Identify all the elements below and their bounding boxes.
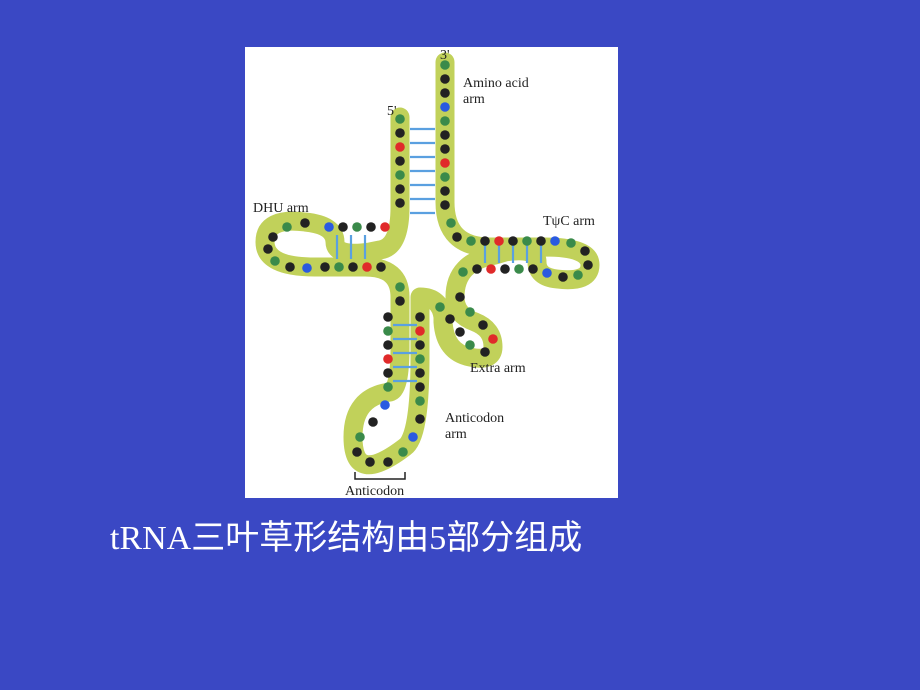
label-3prime: 3' (440, 48, 450, 63)
trna-ribbon (265, 62, 590, 465)
label-anticodon: Anticodon (345, 484, 404, 498)
trna-svg: 3' 5' Amino acid arm DHU arm TψC arm Ext… (245, 47, 618, 498)
label-amino-acid-arm-1: Amino acid (463, 76, 529, 91)
label-anticodon-arm-1: Anticodon (445, 411, 504, 426)
label-tpsic-arm: TψC arm (543, 214, 595, 229)
slide: 3' 5' Amino acid arm DHU arm TψC arm Ext… (0, 0, 920, 690)
label-anticodon-arm-2: arm (445, 427, 467, 442)
label-extra-arm: Extra arm (470, 361, 526, 376)
label-amino-acid-arm-2: arm (463, 92, 485, 107)
label-dhu-arm: DHU arm (253, 201, 309, 216)
slide-caption: tRNA三叶草形结构由5部分组成 (110, 510, 582, 559)
trna-cloverleaf-diagram: 3' 5' Amino acid arm DHU arm TψC arm Ext… (245, 47, 618, 498)
label-5prime: 5' (387, 104, 397, 119)
